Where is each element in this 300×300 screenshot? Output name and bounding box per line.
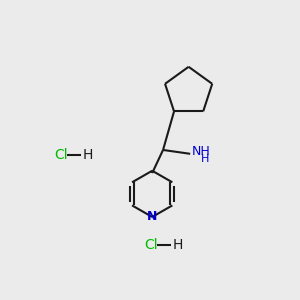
Text: H: H <box>172 238 183 252</box>
Text: N: N <box>147 211 158 224</box>
Text: Cl: Cl <box>55 148 68 162</box>
Text: H: H <box>201 154 209 164</box>
Text: Cl: Cl <box>145 238 158 252</box>
Text: NH: NH <box>192 145 211 158</box>
Text: H: H <box>82 148 93 162</box>
